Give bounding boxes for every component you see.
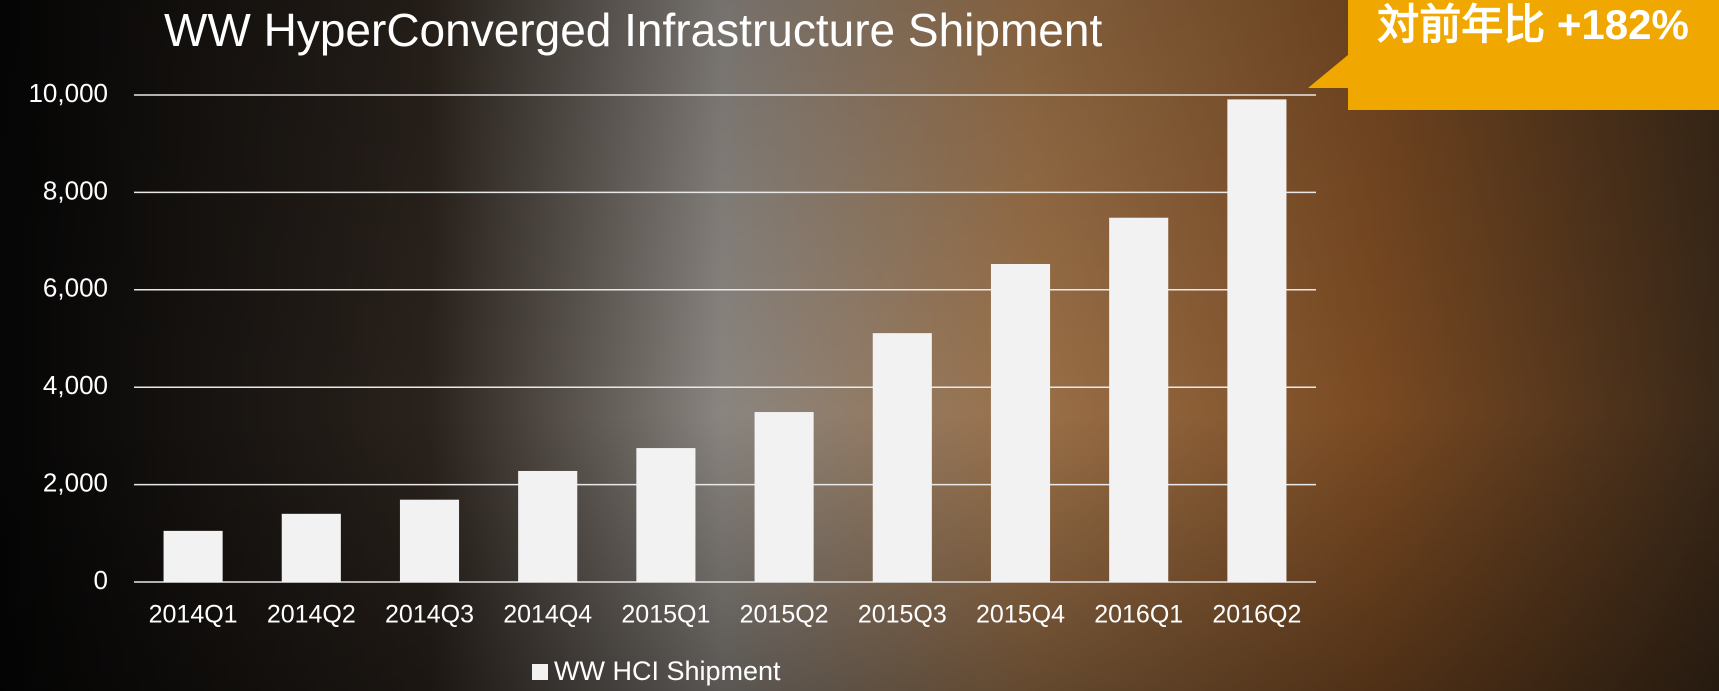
y-tick-label: 10,000 (28, 78, 108, 108)
bar (400, 500, 459, 582)
bar (1227, 99, 1286, 582)
legend-label: WW HCI Shipment (554, 656, 781, 686)
y-tick-label: 2,000 (43, 467, 108, 497)
x-tick-label: 2015Q3 (858, 601, 947, 629)
x-tick-label: 2015Q1 (621, 601, 710, 629)
x-tick-label: 2015Q2 (740, 601, 829, 629)
x-tick-label: 2014Q4 (503, 601, 592, 629)
bar (1109, 218, 1168, 582)
bar (873, 333, 932, 582)
x-tick-label: 2014Q1 (149, 601, 238, 629)
x-tick-label: 2014Q3 (385, 601, 474, 629)
x-tick-label: 2016Q2 (1212, 601, 1301, 629)
y-tick-label: 8,000 (43, 175, 108, 205)
y-tick-label: 6,000 (43, 273, 108, 303)
chart: WW HyperConverged Infrastructure Shipmen… (0, 0, 1719, 691)
bar (164, 531, 223, 582)
page: WW HyperConverged Infrastructure Shipmen… (0, 0, 1719, 691)
legend-swatch (532, 664, 548, 680)
bar (636, 448, 695, 582)
bar (755, 412, 814, 582)
y-tick-label: 4,000 (43, 370, 108, 400)
x-tick-label: 2014Q2 (267, 601, 356, 629)
bar (282, 514, 341, 582)
bar (991, 264, 1050, 582)
callout-text: 対前年比 +182% (1377, 1, 1689, 48)
x-tick-label: 2015Q4 (976, 601, 1065, 629)
y-tick-label: 0 (94, 565, 108, 595)
bar (518, 471, 577, 582)
x-tick-label: 2016Q1 (1094, 601, 1183, 629)
chart-title: WW HyperConverged Infrastructure Shipmen… (164, 4, 1102, 56)
